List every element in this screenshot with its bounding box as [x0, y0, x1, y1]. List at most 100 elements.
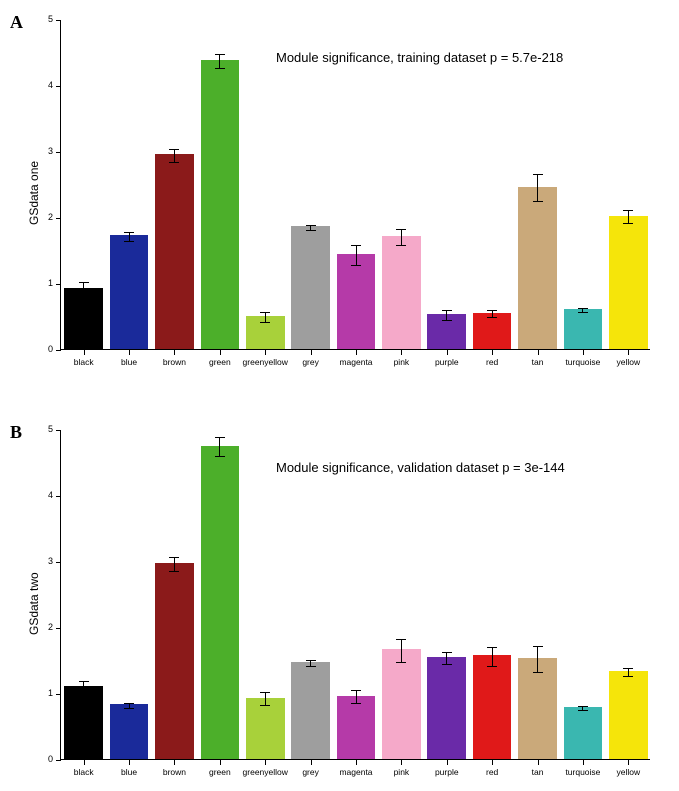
- bar-brown: [155, 563, 194, 759]
- x-tick: [628, 350, 629, 355]
- y-tick: [56, 284, 61, 285]
- errorbar-cap: [623, 223, 633, 224]
- chart-b-plot-area: 012345GSdata twoModule significance, val…: [60, 430, 650, 760]
- x-tick: [174, 350, 175, 355]
- errorbar-cap: [169, 162, 179, 163]
- x-tick: [220, 760, 221, 765]
- errorbar: [492, 647, 493, 665]
- x-tick-label: yellow: [598, 357, 658, 367]
- errorbar-cap: [396, 662, 406, 663]
- y-tick-label: 0: [33, 344, 53, 354]
- errorbar: [446, 310, 447, 319]
- bar-yellow: [609, 671, 648, 759]
- y-tick-label: 1: [33, 688, 53, 698]
- errorbar-cap: [396, 245, 406, 246]
- errorbar-cap: [306, 225, 316, 226]
- y-tick: [56, 20, 61, 21]
- x-tick: [628, 760, 629, 765]
- errorbar-cap: [169, 571, 179, 572]
- bar-pink: [382, 649, 421, 759]
- y-axis-label: GSdata one: [27, 161, 41, 225]
- x-tick: [447, 350, 448, 355]
- bar-turquoise: [564, 309, 603, 349]
- bar-pink: [382, 236, 421, 349]
- x-tick: [356, 350, 357, 355]
- x-tick: [538, 350, 539, 355]
- errorbar-cap: [396, 229, 406, 230]
- errorbar-cap: [79, 282, 89, 283]
- bar-blue: [110, 235, 149, 349]
- y-tick-label: 5: [33, 14, 53, 24]
- bar-red: [473, 655, 512, 759]
- errorbar-cap: [487, 317, 497, 318]
- y-tick: [56, 430, 61, 431]
- y-tick-label: 4: [33, 80, 53, 90]
- errorbar-cap: [578, 308, 588, 309]
- x-tick: [583, 760, 584, 765]
- bar-grey: [291, 226, 330, 349]
- errorbar-cap: [124, 708, 134, 709]
- errorbar: [628, 668, 629, 676]
- errorbar-cap: [169, 557, 179, 558]
- bar-yellow: [609, 216, 648, 349]
- x-tick: [265, 760, 266, 765]
- errorbar-cap: [533, 201, 543, 202]
- errorbar: [401, 229, 402, 245]
- y-tick: [56, 694, 61, 695]
- errorbar-cap: [578, 706, 588, 707]
- x-tick: [583, 350, 584, 355]
- bar-green: [201, 446, 240, 760]
- x-tick: [538, 760, 539, 765]
- errorbar-cap: [623, 668, 633, 669]
- y-tick-label: 3: [33, 556, 53, 566]
- errorbar-cap: [351, 265, 361, 266]
- errorbar: [174, 557, 175, 570]
- errorbar-cap: [215, 68, 225, 69]
- x-tick: [401, 760, 402, 765]
- errorbar-cap: [578, 312, 588, 313]
- y-tick: [56, 86, 61, 87]
- errorbar: [129, 232, 130, 241]
- errorbar: [401, 639, 402, 663]
- x-tick: [492, 760, 493, 765]
- errorbar-cap: [487, 647, 497, 648]
- errorbar-cap: [442, 652, 452, 653]
- errorbar-cap: [623, 676, 633, 677]
- errorbar-cap: [124, 232, 134, 233]
- y-tick-label: 4: [33, 490, 53, 500]
- errorbar: [219, 54, 220, 69]
- errorbar-cap: [578, 710, 588, 711]
- x-tick: [174, 760, 175, 765]
- x-tick-label: yellow: [598, 767, 658, 777]
- y-tick: [56, 496, 61, 497]
- errorbar: [537, 174, 538, 200]
- errorbar-cap: [533, 672, 543, 673]
- errorbar: [83, 282, 84, 295]
- x-tick: [220, 350, 221, 355]
- errorbar: [174, 149, 175, 162]
- errorbar-cap: [215, 437, 225, 438]
- errorbar-cap: [215, 456, 225, 457]
- errorbar-cap: [260, 705, 270, 706]
- errorbar-cap: [351, 703, 361, 704]
- errorbar-cap: [533, 646, 543, 647]
- y-axis-label: GSdata two: [27, 572, 41, 635]
- x-tick: [492, 350, 493, 355]
- bar-red: [473, 313, 512, 349]
- y-tick-label: 0: [33, 754, 53, 764]
- bar-green: [201, 60, 240, 349]
- bar-magenta: [337, 696, 376, 759]
- y-tick: [56, 152, 61, 153]
- y-tick: [56, 562, 61, 563]
- chart-title: Module significance, validation dataset …: [276, 460, 565, 475]
- panel-b-label: B: [10, 422, 22, 443]
- errorbar-cap: [442, 320, 452, 321]
- y-tick-label: 3: [33, 146, 53, 156]
- chart-a-plot-area: 012345GSdata oneModule significance, tra…: [60, 20, 650, 350]
- panel-a-label: A: [10, 12, 23, 33]
- x-tick: [447, 760, 448, 765]
- bar-black: [64, 686, 103, 759]
- errorbar-cap: [260, 692, 270, 693]
- errorbar-cap: [487, 666, 497, 667]
- errorbar-cap: [79, 694, 89, 695]
